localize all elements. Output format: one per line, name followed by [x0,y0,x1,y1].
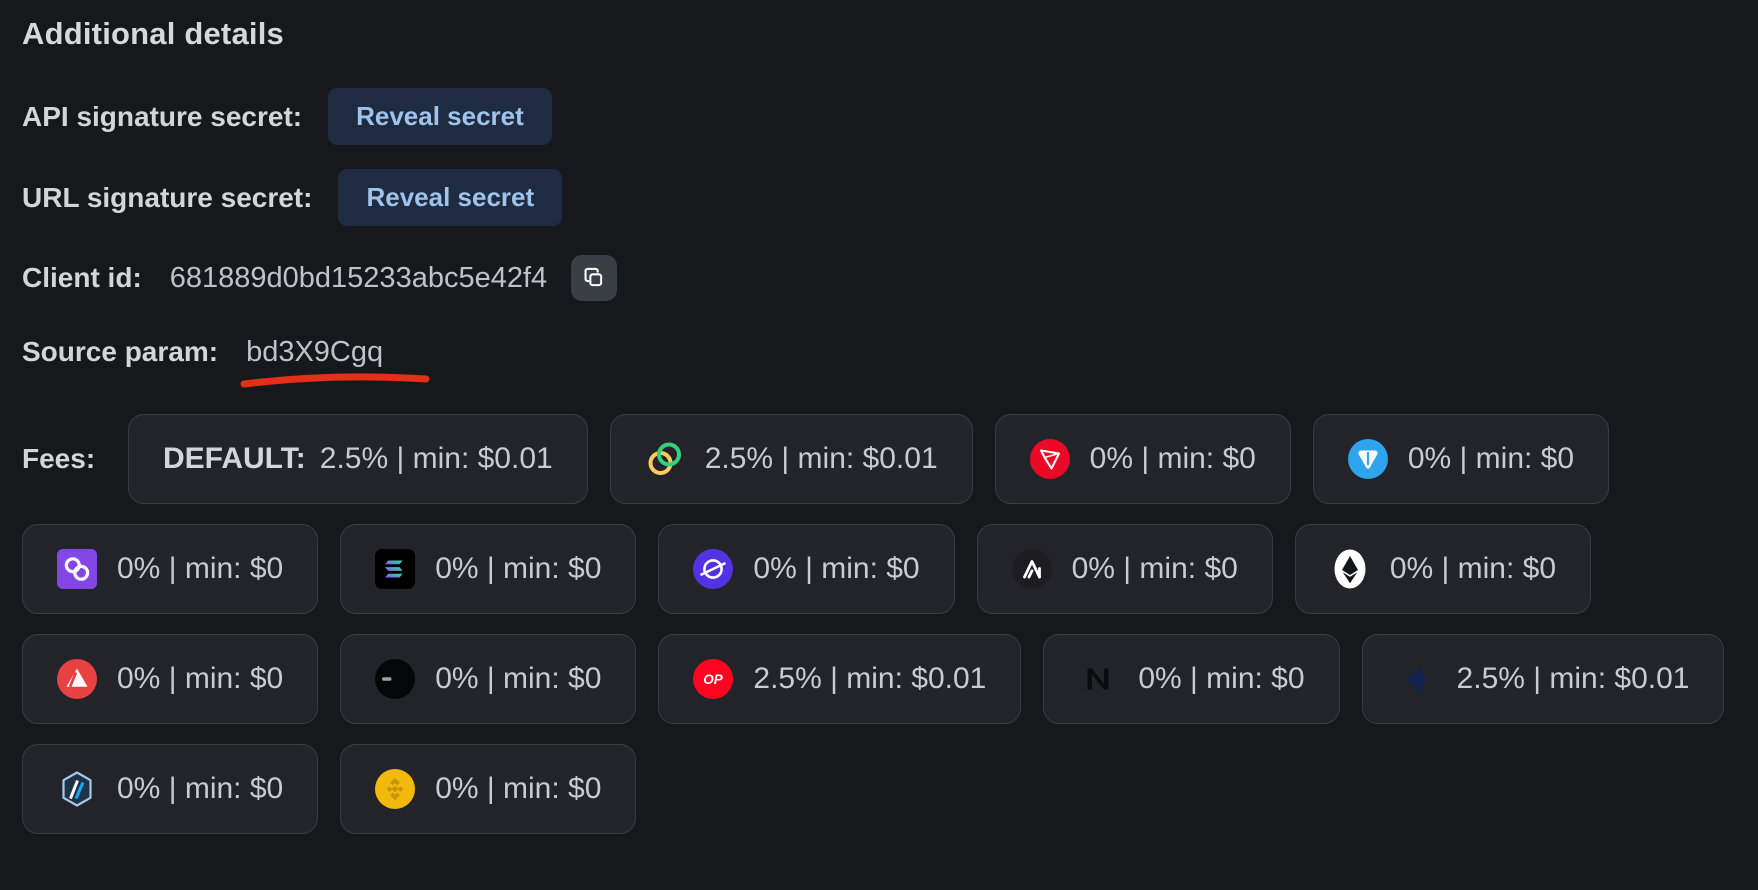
fee-chip-avalanche: 0% | min: $0 [22,634,319,724]
source-param-value: bd3X9Cgq [240,336,430,387]
fee-value: 0% | min: $0 [117,662,284,695]
fee-default-prefix: DEFAULT: [163,442,306,475]
fee-value: 0% | min: $0 [1071,552,1238,585]
client-id-value: 681889d0bd15233abc5e42f4 [169,261,548,294]
fee-chip-polygon: 0% | min: $0 [22,524,319,614]
solana-icon [375,549,416,589]
fee-chip-ethereum: 0% | min: $0 [1294,524,1592,614]
source-param-label: Source param: [22,336,219,367]
polygon-icon [57,549,97,589]
aptos-icon [375,659,416,699]
fee-value: 0% | min: $0 [1389,552,1557,585]
arbitrum-icon [57,769,97,809]
celo-icon [645,439,685,479]
ethereum-icon [1330,549,1370,589]
fee-value: 0% | min: $0 [117,772,284,805]
fee-chip-arbitrum: 0% | min: $0 [22,744,319,834]
bnb-icon [375,769,416,809]
fee-chip-ton: 0% | min: $0 [1312,414,1610,504]
fee-chip-algorand: 0% | min: $0 [976,524,1273,614]
api-secret-row: API signature secret: Reveal secret [22,88,1758,145]
fee-chip-celo: 2.5% | min: $0.01 [609,414,973,504]
fee-value: 0% | min: $0 [117,552,284,585]
fees-row-4: 0% | min: $0 0% | min: $0 [22,744,1758,834]
fee-value: 2.5% | min: $0.01 [753,662,987,695]
fee-chip-optimism: OP 2.5% | min: $0.01 [658,634,1022,724]
page-title: Additional details [22,16,284,51]
fee-value: 0% | min: $0 [435,662,602,695]
lisk-icon [1397,659,1437,699]
svg-text:OP: OP [704,672,725,687]
url-secret-label: URL signature secret: [22,181,313,213]
fee-value: 2.5% | min: $0.01 [704,442,938,475]
client-id-label: Client id: [22,262,142,293]
reveal-api-secret-button[interactable]: Reveal secret [328,88,552,145]
fee-value: 0% | min: $0 [1089,442,1256,475]
avalanche-icon [57,659,97,699]
fee-chip-bnb: 0% | min: $0 [340,744,637,834]
fee-value: 0% | min: $0 [753,552,920,585]
copy-client-id-button[interactable] [571,255,618,301]
fee-value: 0% | min: $0 [1407,442,1575,475]
stellar-icon [693,549,734,589]
fee-value: DEFAULT: 2.5% | min: $0.01 [163,442,553,475]
fee-chip-aptos: 0% | min: $0 [340,634,637,724]
source-param-row: Source param: bd3X9Cgq [22,324,1758,387]
additional-details-panel: Additional details API signature secret:… [22,16,1758,834]
ton-icon [1347,439,1388,479]
red-underline-annotation [240,372,430,387]
fees-row-2: 0% | min: $0 0% | min: $0 [22,524,1758,614]
fees-label: Fees: [22,443,96,474]
fee-chip-lisk: 2.5% | min: $0.01 [1361,634,1725,724]
algorand-icon [1011,549,1052,589]
optimism-icon: OP [693,659,734,699]
fee-chip-default: DEFAULT: 2.5% | min: $0.01 [128,414,588,504]
fee-chip-tron: 0% | min: $0 [994,414,1291,504]
reveal-url-secret-button[interactable]: Reveal secret [338,169,563,226]
fee-chip-near: 0% | min: $0 [1043,634,1340,724]
copy-icon [581,265,607,291]
client-id-row: Client id: 681889d0bd15233abc5e42f4 [22,250,1758,306]
fees-row-3: 0% | min: $0 0% | min: $0 OP 2.5% | min:… [22,634,1758,724]
fee-value: 0% | min: $0 [435,552,602,585]
url-secret-row: URL signature secret: Reveal secret [22,169,1758,226]
tron-icon [1029,439,1070,479]
near-icon [1078,659,1118,699]
fee-chip-solana: 0% | min: $0 [340,524,637,614]
fee-value: 2.5% | min: $0.01 [1456,662,1690,695]
fee-value: 0% | min: $0 [435,772,602,805]
fees-row-1: Fees: DEFAULT: 2.5% | min: $0.01 2.5% | m… [22,414,1758,504]
api-secret-label: API signature secret: [22,100,303,132]
fee-value: 0% | min: $0 [1138,662,1305,695]
fee-chip-stellar: 0% | min: $0 [658,524,955,614]
